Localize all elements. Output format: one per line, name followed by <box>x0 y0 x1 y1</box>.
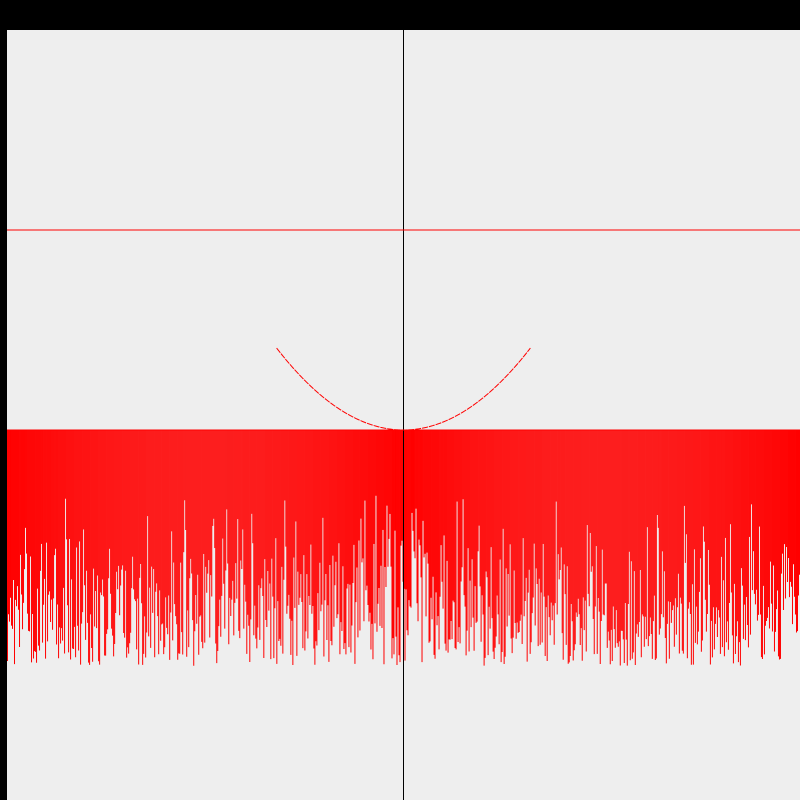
plot-area <box>7 30 800 800</box>
parabola-curve <box>276 347 531 431</box>
spike-series <box>7 429 800 666</box>
window-left-border <box>0 30 7 800</box>
title-bar <box>0 0 800 30</box>
chart-svg <box>7 30 800 800</box>
